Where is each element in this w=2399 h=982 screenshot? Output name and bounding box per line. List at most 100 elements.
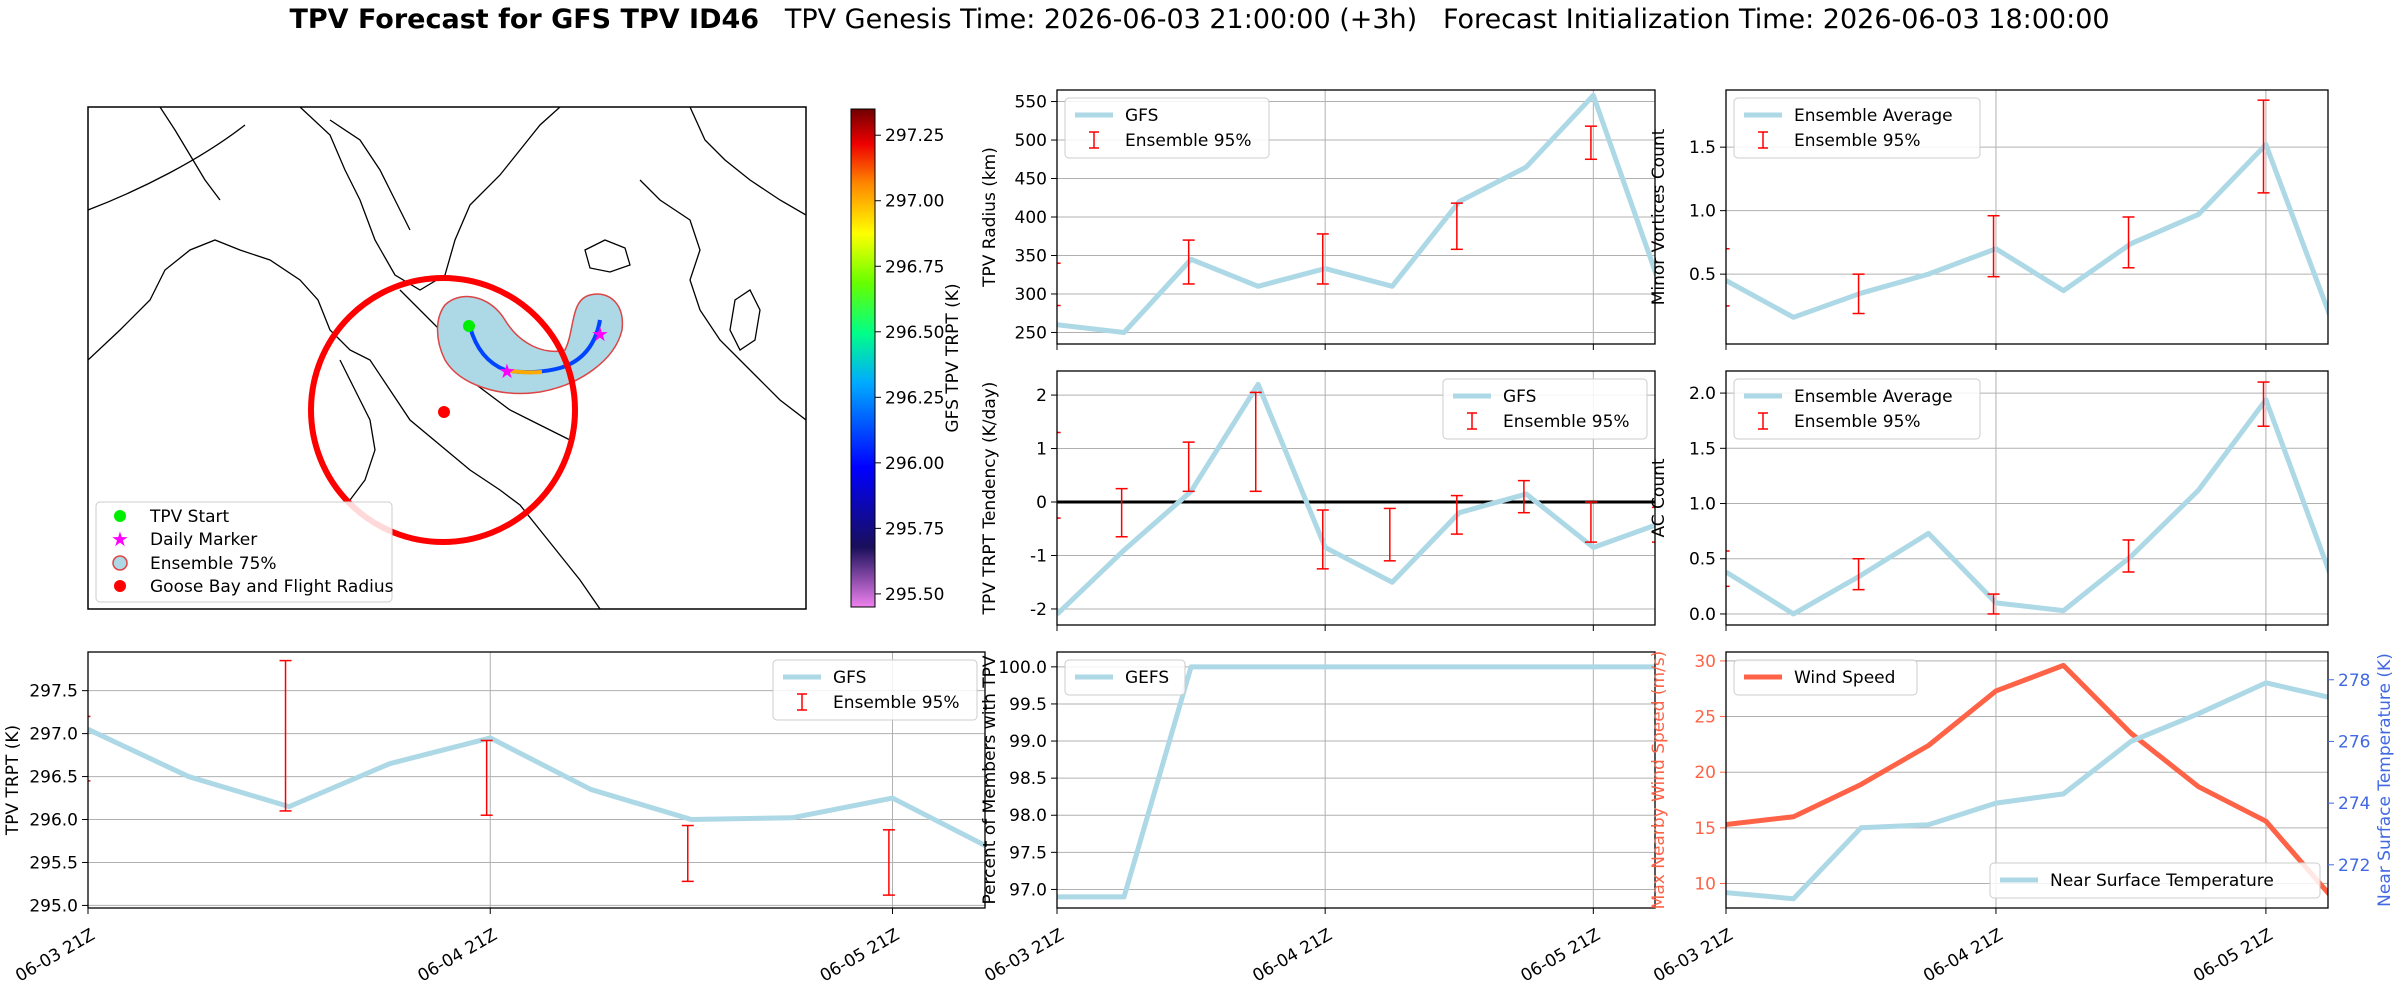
trpt-xtick-label-0: 06-03 21Z (12, 925, 98, 982)
percent-ytick-label-1: 97.5 (1009, 843, 1047, 863)
legend-ensemble-swatch (112, 555, 128, 571)
tendency-ytick-label-3: 1 (1036, 440, 1047, 460)
colorbar-tick-label-2: 296.75 (885, 257, 944, 277)
colorbar-label: GFS TPV TRPT (K) (943, 283, 963, 432)
percent-ytick-label-5: 99.5 (1009, 695, 1047, 715)
title-genesis: TPV Genesis Time: 2026-06-03 21:00:00 (+… (784, 4, 1418, 35)
percent-frame (1056, 651, 1656, 909)
radius-ytick-label-2: 350 (1015, 246, 1047, 266)
map-coastline-baffin (329, 119, 411, 231)
trpt-ytick-label-1: 295.5 (29, 853, 78, 873)
trpt-xtick-label-2: 06-05 21Z (817, 925, 903, 982)
percent-ylabel: Percent of Members with TPV (980, 655, 1000, 904)
wind-legend-label-0: Wind Speed (1794, 668, 1895, 688)
radius-legend: GFS Ensemble 95% (1064, 97, 1270, 159)
tendency-ytick-label-0: -2 (1030, 600, 1047, 620)
minor-legend: Ensemble Average Ensemble 95% (1733, 97, 1981, 159)
legend-daily-marker-symbol: ★ (111, 527, 129, 551)
minor-frame (1725, 89, 2329, 345)
tpv-start-marker (463, 320, 475, 332)
trpt-legend-label-0: GFS (833, 668, 866, 688)
tendency-series-0 (1057, 381, 1655, 617)
tendency-ylabel: TPV TRPT Tendency (K/day) (980, 382, 1000, 616)
wind-ytick2-label-1: 274 (2338, 794, 2370, 814)
map-coastline-alaska (159, 107, 221, 201)
map-coastline-greenland (299, 107, 561, 291)
wind-legend: Near Surface Temperature (1989, 862, 2321, 899)
percent-xtick-label-2: 06-05 21Z (1518, 925, 1604, 982)
goose-bay-marker (438, 406, 450, 418)
radius-legend-box (1064, 97, 1270, 159)
trpt-series-0 (88, 727, 985, 849)
map-legend-label-3: Goose Bay and Flight Radius (150, 577, 394, 597)
tendency-legend-label-0: GFS (1503, 387, 1536, 407)
tendency-ytick-label-2: 0 (1036, 493, 1047, 513)
wind-ytick2-label-2: 276 (2338, 732, 2370, 752)
minor-series-0 (1726, 142, 2328, 320)
wind-ytick-label-1: 15 (1694, 819, 1716, 839)
flight-radius-circle (308, 275, 578, 545)
colorbar-tick-label-0: 297.25 (885, 126, 944, 146)
radius-frame (1056, 89, 1656, 345)
colorbar-tick-label-3: 296.50 (885, 323, 944, 343)
wind-legend: Wind Speed (1733, 659, 1918, 696)
minor-legend-label-0: Ensemble Average (1794, 106, 1953, 126)
wind-ylabel: Max Nearby Wind Speed (m/s) (1649, 651, 1669, 910)
ac-ytick-label-1: 0.5 (1689, 550, 1716, 570)
ac-legend-label-1: Ensemble 95% (1794, 412, 1921, 432)
ac-series-0 (1726, 397, 2328, 617)
tendency-ytick-label-1: -1 (1030, 546, 1047, 566)
map-coastline-iceland (584, 239, 631, 273)
wind-series-1 (1726, 680, 2328, 902)
radius-ytick-label-6: 550 (1015, 93, 1047, 113)
wind-legend-box (1733, 659, 1918, 696)
wind-ylabel2: Near Surface Temperature (K) (2375, 653, 2395, 907)
radius-ylabel: TPV Radius (km) (980, 147, 1000, 288)
title-init: Forecast Initialization Time: 2026-06-03… (1442, 4, 2110, 35)
percent-ytick-label-6: 100.0 (998, 658, 1047, 678)
ac-plot-area (1726, 381, 2328, 617)
legend-start-marker (114, 510, 126, 522)
daily-marker-2: ★ (591, 322, 609, 346)
tendency-legend: GFS Ensemble 95% (1442, 378, 1648, 440)
tendency-frame (1056, 370, 1656, 626)
wind-plot-area (1726, 662, 2328, 902)
radius-ytick-label-3: 400 (1015, 208, 1047, 228)
map-legend: ★ TPV Start Daily Marker Ensemble 75% Go… (95, 501, 394, 603)
ac-ytick-label-2: 1.0 (1689, 495, 1716, 515)
tendency-legend-box (1442, 378, 1648, 440)
wind-ytick-label-0: 10 (1694, 875, 1716, 895)
ac-legend-label-0: Ensemble Average (1794, 387, 1953, 407)
colorbar-tick-label-7: 295.50 (885, 585, 944, 605)
title-main: TPV Forecast for GFS TPV ID46 (289, 4, 760, 35)
trpt-ytick-label-3: 296.5 (29, 768, 78, 788)
ac-frame (1725, 370, 2329, 626)
colorbar-ticks: 297.25 297.00 296.75 296.50 296.25 296.00 295.… (875, 126, 944, 605)
radius-ytick-label-4: 450 (1015, 170, 1047, 190)
figure-title: TPV Forecast for GFS TPV ID46 TPV Genesi… (0, 4, 2399, 35)
map-border-line (88, 124, 246, 211)
map-coastline-hudson (339, 359, 376, 501)
wind-xtick-label-2: 06-05 21Z (2190, 925, 2276, 982)
legend-goosebay-marker (114, 580, 126, 592)
colorbar-tick-label-6: 295.75 (885, 519, 944, 539)
map-coastline-uk (729, 289, 761, 351)
percent-series-0 (1057, 664, 1655, 900)
minor-plot-area (1726, 99, 2328, 320)
wind-ytick2-label-3: 278 (2338, 671, 2370, 691)
trpt-legend-label-1: Ensemble 95% (833, 693, 960, 713)
wind-frame (1725, 651, 2329, 909)
colorbar-tick-label-4: 296.25 (885, 388, 944, 408)
colorbar (850, 108, 876, 608)
tendency-legend-label-1: Ensemble 95% (1503, 412, 1630, 432)
percent-legend-label-0: GEFS (1125, 668, 1169, 688)
daily-marker-1: ★ (498, 359, 516, 383)
ensemble-75-area (436, 293, 624, 395)
trpt-plot-area (88, 659, 985, 896)
map-coastline-labrador (399, 289, 571, 441)
trpt-legend: GFS Ensemble 95% (772, 659, 978, 721)
wind-ytick-label-4: 30 (1694, 652, 1716, 672)
